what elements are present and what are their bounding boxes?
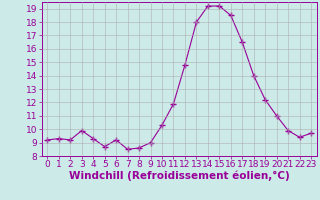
X-axis label: Windchill (Refroidissement éolien,°C): Windchill (Refroidissement éolien,°C) <box>69 171 290 181</box>
